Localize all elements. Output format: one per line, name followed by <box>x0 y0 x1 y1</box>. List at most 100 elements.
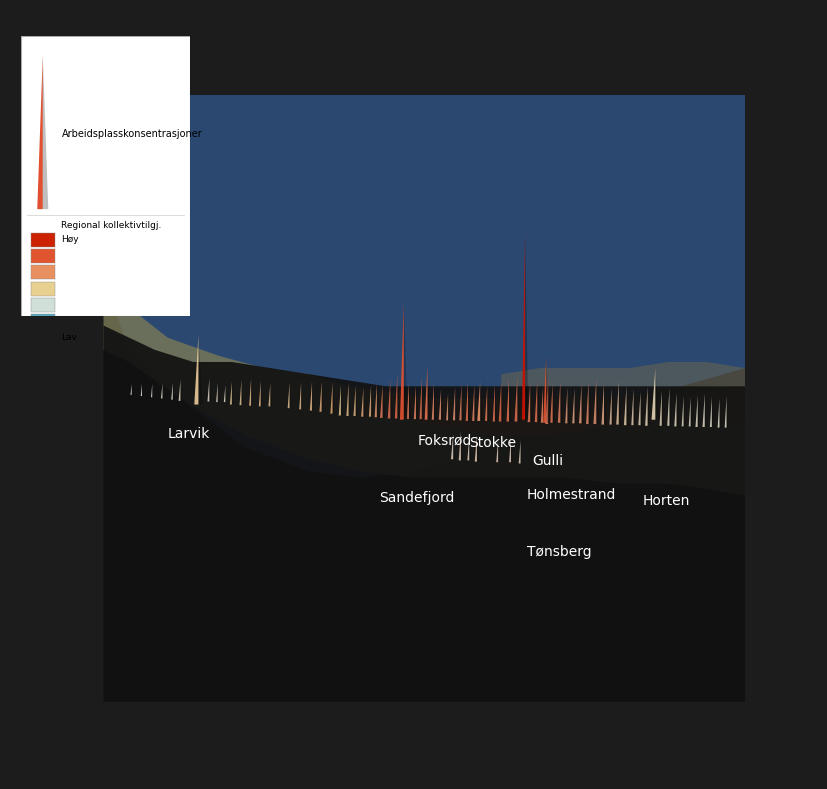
Polygon shape <box>179 380 180 401</box>
Polygon shape <box>517 376 519 421</box>
Polygon shape <box>492 384 495 421</box>
FancyBboxPatch shape <box>31 314 55 328</box>
Polygon shape <box>289 383 291 408</box>
Polygon shape <box>427 365 430 420</box>
Polygon shape <box>588 380 590 424</box>
Polygon shape <box>446 393 447 421</box>
FancyBboxPatch shape <box>31 298 55 312</box>
Text: Holmestrand: Holmestrand <box>526 488 615 502</box>
Polygon shape <box>681 396 683 426</box>
Polygon shape <box>458 432 461 461</box>
Polygon shape <box>518 440 520 463</box>
Polygon shape <box>397 373 399 418</box>
Polygon shape <box>529 383 532 422</box>
FancyBboxPatch shape <box>31 249 55 264</box>
Polygon shape <box>312 381 314 410</box>
Polygon shape <box>520 440 522 463</box>
Polygon shape <box>467 381 470 421</box>
FancyBboxPatch shape <box>31 265 55 279</box>
Polygon shape <box>546 356 549 423</box>
Polygon shape <box>719 398 720 428</box>
Polygon shape <box>338 385 341 416</box>
Polygon shape <box>452 387 455 421</box>
Polygon shape <box>586 380 588 424</box>
Polygon shape <box>604 383 606 424</box>
Text: Gulli: Gulli <box>532 454 562 469</box>
Polygon shape <box>545 379 547 424</box>
Polygon shape <box>465 381 467 421</box>
Polygon shape <box>527 383 529 422</box>
Polygon shape <box>683 396 685 426</box>
Polygon shape <box>498 439 500 462</box>
Polygon shape <box>661 391 663 426</box>
Text: Arbeidsplasskonsentrasjoner: Arbeidsplasskonsentrasjoner <box>61 129 202 139</box>
Polygon shape <box>486 386 489 421</box>
Polygon shape <box>543 356 546 423</box>
Polygon shape <box>704 394 706 427</box>
Polygon shape <box>261 381 262 406</box>
Polygon shape <box>270 383 272 406</box>
Polygon shape <box>510 437 512 462</box>
FancyBboxPatch shape <box>31 331 55 345</box>
Polygon shape <box>230 381 232 405</box>
Polygon shape <box>466 436 469 461</box>
Polygon shape <box>471 384 474 421</box>
Polygon shape <box>476 435 479 462</box>
Polygon shape <box>374 384 376 417</box>
Polygon shape <box>151 384 152 397</box>
Text: Sandefjord: Sandefjord <box>379 491 454 505</box>
Polygon shape <box>560 380 562 423</box>
Polygon shape <box>638 392 640 425</box>
Polygon shape <box>249 379 251 406</box>
Polygon shape <box>209 379 211 402</box>
Polygon shape <box>667 388 669 426</box>
Polygon shape <box>452 434 455 459</box>
Polygon shape <box>103 326 744 702</box>
Polygon shape <box>162 383 164 398</box>
Polygon shape <box>537 380 539 422</box>
Polygon shape <box>474 435 476 462</box>
Polygon shape <box>322 381 323 412</box>
Polygon shape <box>659 391 661 426</box>
Polygon shape <box>455 387 457 421</box>
Polygon shape <box>524 231 528 420</box>
Polygon shape <box>688 397 690 426</box>
Polygon shape <box>348 383 351 416</box>
Polygon shape <box>695 395 697 427</box>
Polygon shape <box>171 383 173 400</box>
Polygon shape <box>552 383 555 423</box>
Polygon shape <box>501 362 744 423</box>
Polygon shape <box>534 380 537 422</box>
Polygon shape <box>549 383 552 423</box>
Polygon shape <box>726 396 728 428</box>
Polygon shape <box>697 395 699 427</box>
Polygon shape <box>198 335 203 405</box>
Polygon shape <box>615 381 618 424</box>
Polygon shape <box>251 379 253 406</box>
Polygon shape <box>160 383 162 398</box>
Polygon shape <box>414 386 415 419</box>
Text: Larvik: Larvik <box>167 427 210 441</box>
Polygon shape <box>459 384 461 421</box>
Polygon shape <box>676 393 678 426</box>
Polygon shape <box>485 386 486 421</box>
Polygon shape <box>655 368 658 420</box>
Polygon shape <box>421 376 423 419</box>
Polygon shape <box>451 434 452 459</box>
Polygon shape <box>461 384 463 421</box>
Polygon shape <box>368 385 370 417</box>
Polygon shape <box>309 381 312 410</box>
Polygon shape <box>506 378 509 421</box>
Text: Lav: Lav <box>61 333 77 342</box>
Polygon shape <box>409 383 411 419</box>
Polygon shape <box>701 394 704 427</box>
Polygon shape <box>461 432 462 461</box>
Polygon shape <box>640 392 642 425</box>
Polygon shape <box>173 383 174 400</box>
Polygon shape <box>208 379 209 402</box>
FancyBboxPatch shape <box>31 233 55 247</box>
Polygon shape <box>259 381 261 406</box>
Polygon shape <box>239 380 241 405</box>
Polygon shape <box>669 388 671 426</box>
Polygon shape <box>476 381 480 421</box>
